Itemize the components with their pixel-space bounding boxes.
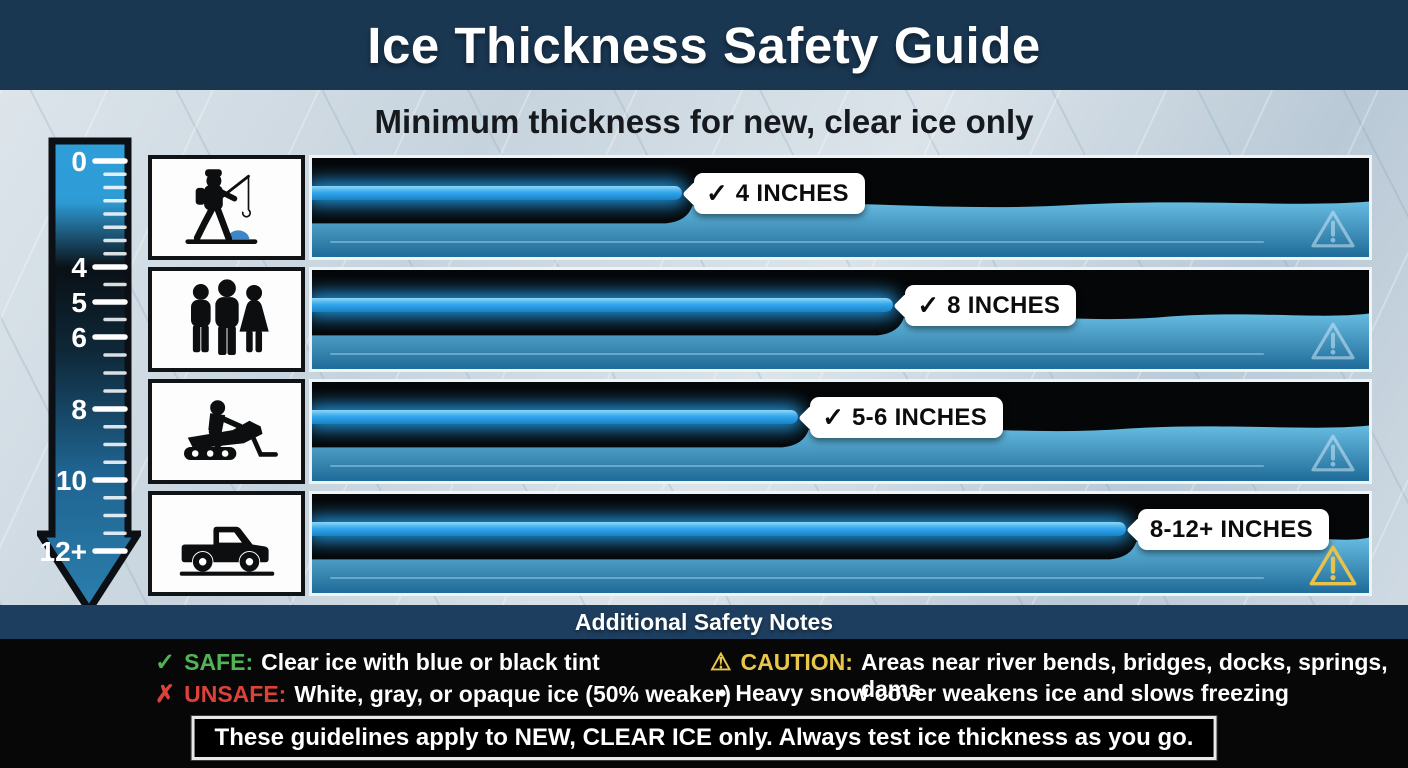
- bullet-icon: •: [718, 680, 727, 707]
- svg-text:10: 10: [56, 465, 87, 496]
- water-cross-section: [312, 537, 1369, 593]
- subtitle: Minimum thickness for new, clear ice onl…: [374, 103, 1034, 140]
- water-line: [330, 353, 1264, 355]
- thickness-callout: 8-12+ INCHES: [1137, 509, 1329, 550]
- x-icon: ✗: [155, 681, 176, 708]
- thickness-panel: ✓ 5-6 INCHES: [309, 379, 1372, 484]
- note-keyword: SAFE:: [184, 649, 254, 675]
- notes-title-bar: Additional Safety Notes: [0, 605, 1408, 639]
- snowmobile-icon: [148, 379, 305, 484]
- svg-text:8: 8: [71, 394, 87, 425]
- thickness-bar: [312, 186, 682, 200]
- note-text: Areas near river bends, bridges, docks, …: [860, 649, 1388, 702]
- thickness-label: 8-12+ INCHES: [1149, 515, 1313, 543]
- pickup-truck-icon: [148, 491, 305, 596]
- svg-text:0: 0: [71, 146, 87, 177]
- footer-disclaimer-text: These guidelines apply to NEW, CLEAR ICE…: [214, 724, 1194, 751]
- group-of-people-icon: [148, 267, 305, 372]
- check-icon: ✓: [705, 178, 728, 208]
- row-ice-fishing: ✓ 4 INCHES: [148, 155, 1372, 260]
- water-line: [330, 465, 1264, 467]
- warning-triangle-icon: [1311, 210, 1355, 248]
- svg-text:5: 5: [71, 287, 87, 318]
- svg-text:6: 6: [71, 322, 87, 353]
- water-line: [330, 241, 1264, 243]
- warning-triangle-icon: [1309, 545, 1357, 586]
- note-text: Clear ice with blue or black tint: [261, 649, 600, 675]
- thickness-label: 4 INCHES: [735, 179, 849, 207]
- water-path: [312, 201, 1369, 257]
- note-text: Heavy snow cover weakens ice and slows f…: [735, 680, 1289, 706]
- row-snowmobile: ✓ 5-6 INCHES: [148, 379, 1372, 484]
- warning-triangle-icon: [1311, 434, 1355, 472]
- check-icon: ✓: [917, 290, 940, 320]
- page-title: Ice Thickness Safety Guide: [367, 16, 1041, 74]
- note-keyword: CAUTION:: [740, 649, 853, 675]
- svg-text:12+: 12+: [40, 536, 88, 567]
- thickness-label: 5-6 INCHES: [852, 403, 988, 431]
- ice-fishing-icon: [148, 155, 305, 260]
- svg-text:4: 4: [71, 252, 87, 283]
- water-cross-section: [312, 313, 1369, 369]
- water-cross-section: [312, 201, 1369, 257]
- note-safe: ✓ SAFE: Clear ice with blue or black tin…: [155, 648, 600, 677]
- thickness-panel: 8-12+ INCHES: [309, 491, 1372, 596]
- note-unsafe: ✗ UNSAFE: White, gray, or opaque ice (50…: [155, 680, 731, 709]
- check-icon: ✓: [155, 649, 176, 676]
- row-truck: 8-12+ INCHES: [148, 491, 1372, 596]
- notes-title: Additional Safety Notes: [574, 608, 834, 635]
- thickness-bar: [312, 298, 894, 312]
- thickness-rows: ✓ 4 INCHES: [148, 155, 1372, 603]
- note-text: White, gray, or opaque ice (50% weaker): [294, 681, 732, 707]
- thickness-callout: ✓ 8 INCHES: [905, 285, 1077, 326]
- thickness-panel: ✓ 8 INCHES: [309, 267, 1372, 372]
- thickness-callout: ✓ 5-6 INCHES: [810, 397, 1004, 438]
- footer-disclaimer-box: These guidelines apply to NEW, CLEAR ICE…: [190, 715, 1218, 761]
- thickness-bar: [312, 410, 799, 424]
- water-path: [312, 537, 1369, 593]
- note-caution: ⚠ CAUTION: Areas near river bends, bridg…: [710, 648, 1408, 703]
- water-path: [312, 425, 1369, 481]
- water-path: [312, 313, 1369, 369]
- thickness-callout: ✓ 4 INCHES: [693, 173, 865, 214]
- row-group-of-people: ✓ 8 INCHES: [148, 267, 1372, 372]
- water-cross-section: [312, 425, 1369, 481]
- check-icon: ✓: [822, 402, 845, 432]
- water-line: [330, 577, 1264, 579]
- thickness-bar: [312, 522, 1126, 536]
- warning-icon: ⚠: [710, 649, 732, 676]
- ruler-arrow-shape: [33, 137, 145, 617]
- ruler-tick-marks: 0 4 5 6 8 10 12+: [40, 146, 128, 567]
- note-keyword: UNSAFE:: [184, 681, 287, 707]
- warning-triangle-icon: [1311, 322, 1355, 360]
- note-snow: • Heavy snow cover weakens ice and slows…: [718, 680, 1289, 708]
- thickness-label: 8 INCHES: [947, 291, 1061, 319]
- depth-ruler-arrow: 0 4 5 6 8 10 12+: [33, 137, 145, 619]
- thickness-panel: ✓ 4 INCHES: [309, 155, 1372, 260]
- header-banner: Ice Thickness Safety Guide: [0, 0, 1408, 90]
